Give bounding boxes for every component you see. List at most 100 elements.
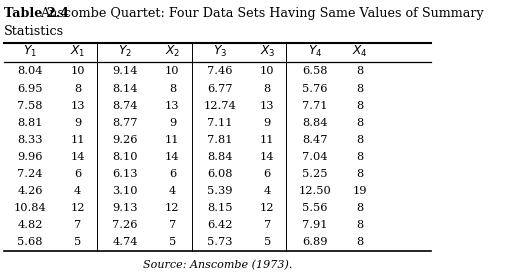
Text: 11: 11 [165,135,180,145]
Text: Source: Anscombe (1973).: Source: Anscombe (1973). [143,260,293,270]
Text: 13: 13 [165,101,180,111]
Text: 19: 19 [353,186,367,196]
Text: 8.15: 8.15 [207,203,233,213]
Text: 8: 8 [357,84,364,94]
Text: 6: 6 [169,169,176,179]
Text: 5.39: 5.39 [207,186,233,196]
Text: 10: 10 [260,67,275,76]
Text: 13: 13 [70,101,85,111]
Text: 7.71: 7.71 [302,101,328,111]
Text: 7.81: 7.81 [207,135,233,145]
Text: $Y_4$: $Y_4$ [308,44,322,59]
Text: 6.13: 6.13 [112,169,138,179]
Text: 4.82: 4.82 [18,220,43,230]
Text: 6.42: 6.42 [207,220,233,230]
Text: 8.84: 8.84 [302,118,328,128]
Text: 8: 8 [357,135,364,145]
Text: 7.46: 7.46 [207,67,233,76]
Text: 7.11: 7.11 [207,118,233,128]
Text: $X_1$: $X_1$ [70,44,85,59]
Text: 8: 8 [264,84,271,94]
Text: 6.89: 6.89 [302,237,328,247]
Text: 8.04: 8.04 [18,67,43,76]
Text: 9: 9 [264,118,271,128]
Text: 9: 9 [74,118,81,128]
Text: 7: 7 [264,220,271,230]
Text: 5.56: 5.56 [302,203,328,213]
Text: 11: 11 [70,135,85,145]
Text: $X_2$: $X_2$ [165,44,180,59]
Text: 3.10: 3.10 [112,186,138,196]
Text: 6.77: 6.77 [207,84,233,94]
Text: 7: 7 [169,220,176,230]
Text: 14: 14 [165,152,180,162]
Text: 6: 6 [74,169,81,179]
Text: Statistics: Statistics [4,25,64,38]
Text: 12: 12 [165,203,180,213]
Text: 6.95: 6.95 [18,84,43,94]
Text: 4: 4 [74,186,81,196]
Text: 12: 12 [70,203,85,213]
Text: 8: 8 [357,67,364,76]
Text: 12: 12 [260,203,275,213]
Text: 5: 5 [264,237,271,247]
Text: 14: 14 [260,152,275,162]
Text: 7.58: 7.58 [18,101,43,111]
Text: 4: 4 [169,186,176,196]
Text: 10.84: 10.84 [13,203,46,213]
Text: $Y_2$: $Y_2$ [118,44,132,59]
Text: 8.81: 8.81 [18,118,43,128]
Text: 8: 8 [74,84,81,94]
Text: 12.50: 12.50 [298,186,331,196]
Text: 13: 13 [260,101,275,111]
Text: 8: 8 [357,169,364,179]
Text: $Y_3$: $Y_3$ [213,44,227,59]
Text: Anscombe Quartet: Four Data Sets Having Same Values of Summary: Anscombe Quartet: Four Data Sets Having … [40,7,484,20]
Text: 8: 8 [357,101,364,111]
Text: 4.74: 4.74 [112,237,138,247]
Text: 7.26: 7.26 [112,220,138,230]
Text: 9.96: 9.96 [18,152,43,162]
Text: 8: 8 [357,237,364,247]
Text: 5.76: 5.76 [302,84,328,94]
Text: 9.26: 9.26 [112,135,138,145]
Text: 8.47: 8.47 [302,135,328,145]
Text: 8.33: 8.33 [18,135,43,145]
Text: 7: 7 [74,220,81,230]
Text: 8: 8 [169,84,176,94]
Text: 10: 10 [165,67,180,76]
Text: 5: 5 [74,237,81,247]
Text: 9.13: 9.13 [112,203,138,213]
Text: 7.24: 7.24 [18,169,43,179]
Text: 5.25: 5.25 [302,169,328,179]
Text: 5: 5 [169,237,176,247]
Text: 8: 8 [357,118,364,128]
Text: $X_3$: $X_3$ [260,44,275,59]
Text: 4: 4 [264,186,271,196]
Text: Table 2.4: Table 2.4 [4,7,69,20]
Text: 8.84: 8.84 [207,152,233,162]
Text: 8.74: 8.74 [112,101,138,111]
Text: $X_4$: $X_4$ [352,44,368,59]
Text: 8: 8 [357,152,364,162]
Text: 12.74: 12.74 [203,101,236,111]
Text: 9: 9 [169,118,176,128]
Text: 8: 8 [357,203,364,213]
Text: 8.10: 8.10 [112,152,138,162]
Text: 7.04: 7.04 [302,152,328,162]
Text: 6: 6 [264,169,271,179]
Text: 6.08: 6.08 [207,169,233,179]
Text: 8: 8 [357,220,364,230]
Text: 9.14: 9.14 [112,67,138,76]
Text: 11: 11 [260,135,275,145]
Text: 8.14: 8.14 [112,84,138,94]
Text: 7.91: 7.91 [302,220,328,230]
Text: 14: 14 [70,152,85,162]
Text: 5.73: 5.73 [207,237,233,247]
Text: 5.68: 5.68 [18,237,43,247]
Text: 8.77: 8.77 [112,118,138,128]
Text: 10: 10 [70,67,85,76]
Text: 4.26: 4.26 [18,186,43,196]
Text: $Y_1$: $Y_1$ [23,44,37,59]
Text: 6.58: 6.58 [302,67,328,76]
